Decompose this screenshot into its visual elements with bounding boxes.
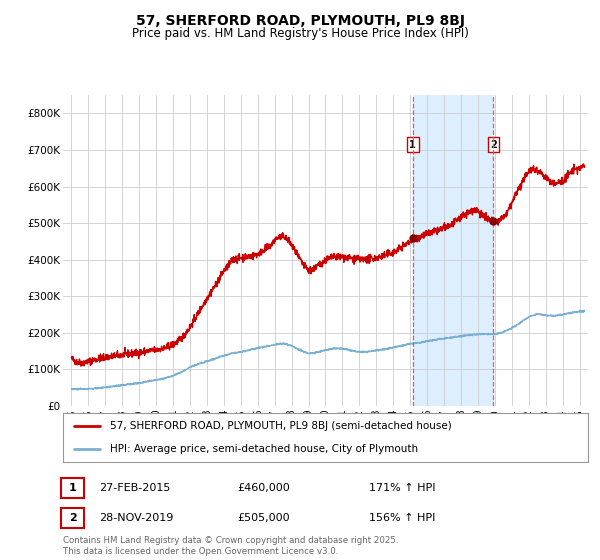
Text: 27-FEB-2015: 27-FEB-2015 — [99, 483, 170, 493]
Text: £460,000: £460,000 — [237, 483, 290, 493]
Text: 171% ↑ HPI: 171% ↑ HPI — [369, 483, 436, 493]
Text: 2: 2 — [69, 513, 76, 523]
Text: £505,000: £505,000 — [237, 513, 290, 523]
Text: Price paid vs. HM Land Registry's House Price Index (HPI): Price paid vs. HM Land Registry's House … — [131, 27, 469, 40]
Text: Contains HM Land Registry data © Crown copyright and database right 2025.
This d: Contains HM Land Registry data © Crown c… — [63, 536, 398, 556]
Text: 1: 1 — [409, 140, 416, 150]
Text: 156% ↑ HPI: 156% ↑ HPI — [369, 513, 436, 523]
Text: 1: 1 — [69, 483, 76, 493]
Text: 57, SHERFORD ROAD, PLYMOUTH, PL9 8BJ: 57, SHERFORD ROAD, PLYMOUTH, PL9 8BJ — [136, 14, 464, 28]
Text: 2: 2 — [490, 140, 497, 150]
Text: 28-NOV-2019: 28-NOV-2019 — [99, 513, 173, 523]
Text: HPI: Average price, semi-detached house, City of Plymouth: HPI: Average price, semi-detached house,… — [110, 444, 418, 454]
Text: 57, SHERFORD ROAD, PLYMOUTH, PL9 8BJ (semi-detached house): 57, SHERFORD ROAD, PLYMOUTH, PL9 8BJ (se… — [110, 421, 452, 431]
Bar — [413, 95, 493, 406]
